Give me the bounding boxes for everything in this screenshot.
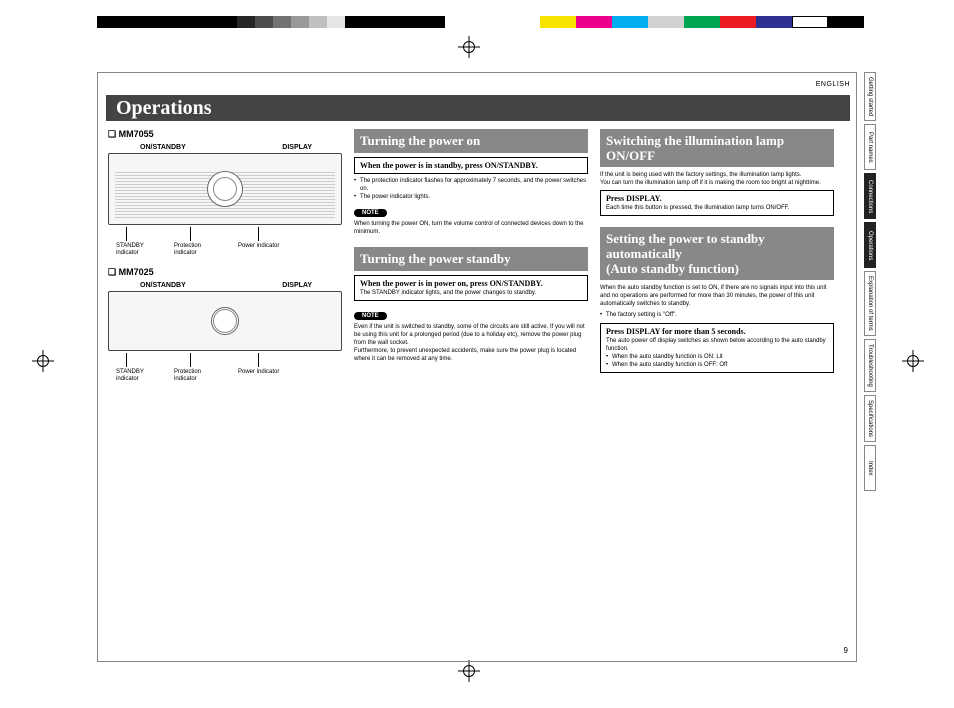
side-tabs: Getting started Part names Connections O… bbox=[864, 72, 900, 494]
tab-specifications[interactable]: Specifications bbox=[864, 395, 876, 442]
section-heading: Turning the power standby bbox=[354, 247, 588, 271]
page-title: Operations bbox=[106, 95, 850, 121]
indicator-label: Power indicator bbox=[238, 243, 279, 250]
section-heading: Turning the power on bbox=[354, 129, 588, 153]
instruction-box: When the power is in power on, press ON/… bbox=[354, 275, 588, 301]
model-heading: ❏ MM7055 bbox=[108, 129, 342, 140]
indicator-label: Power indicator bbox=[238, 369, 279, 376]
instruction-box: Press DISPLAY for more than 5 seconds. T… bbox=[600, 323, 834, 373]
device-diagram bbox=[108, 153, 342, 225]
language-label: ENGLISH bbox=[816, 81, 850, 88]
body-text: When the auto standby function is set to… bbox=[600, 284, 834, 308]
on-standby-label: ON/STANDBY bbox=[140, 282, 186, 289]
bullet-text: The power indicator lights. bbox=[354, 193, 588, 201]
bullet-text: The protection indicator flashes for app… bbox=[354, 177, 588, 193]
tab-index[interactable]: Index bbox=[864, 445, 876, 491]
instruction-text: When the power is in power on, press ON/… bbox=[360, 279, 582, 288]
on-standby-label: ON/STANDBY bbox=[140, 144, 186, 151]
button-labels: ON/STANDBY DISPLAY bbox=[108, 282, 342, 289]
indicator-callouts: STANDBY indicator Protection indicator P… bbox=[108, 353, 342, 381]
sub-text: The auto power off display switches as s… bbox=[606, 337, 828, 353]
device-diagram bbox=[108, 291, 342, 351]
indicator-label: Protection indicator bbox=[174, 243, 201, 257]
instruction-text: When the power is in standby, press ON/S… bbox=[360, 161, 582, 170]
tab-operations[interactable]: Operations bbox=[864, 222, 876, 268]
sub-text: Each time this button is pressed, the il… bbox=[606, 204, 828, 212]
display-label: DISPLAY bbox=[282, 144, 312, 151]
note-pill: NOTE bbox=[354, 312, 387, 320]
tab-connections[interactable]: Connections bbox=[864, 173, 876, 219]
bullet-text: When the auto standby function is ON: Li… bbox=[606, 353, 828, 361]
model-heading: ❏ MM7025 bbox=[108, 267, 342, 278]
bullet-text: When the auto standby function is OFF: O… bbox=[606, 361, 828, 369]
instructions-column-2: Switching the illumination lamp ON/OFF I… bbox=[600, 129, 834, 376]
body-text: If the unit is being used with the facto… bbox=[600, 171, 834, 187]
section-heading: Switching the illumination lamp ON/OFF bbox=[600, 129, 834, 167]
tab-getting-started[interactable]: Getting started bbox=[864, 72, 876, 121]
indicator-label: STANDBY indicator bbox=[116, 243, 144, 257]
tab-part-names[interactable]: Part names bbox=[864, 124, 876, 170]
indicator-callouts: STANDBY indicator Protection indicator P… bbox=[108, 227, 342, 255]
instructions-column-1: Turning the power on When the power is i… bbox=[354, 129, 588, 366]
tab-troubleshooting[interactable]: Troubleshooting bbox=[864, 339, 876, 392]
note-text: Even if the unit is switched to standby,… bbox=[354, 323, 588, 363]
instruction-box: Press DISPLAY. Each time this button is … bbox=[600, 190, 834, 216]
bullet-text: The factory setting is "Off". bbox=[600, 311, 834, 319]
diagrams-column: ❏ MM7055 ON/STANDBY DISPLAY STANDBY indi… bbox=[108, 129, 342, 381]
page-frame: ENGLISH Operations ❏ MM7055 ON/STANDBY D… bbox=[97, 72, 857, 662]
display-label: DISPLAY bbox=[282, 282, 312, 289]
reg-mark-icon bbox=[458, 36, 480, 58]
note-pill: NOTE bbox=[354, 209, 387, 217]
reg-mark-icon bbox=[32, 350, 54, 372]
reg-mark-icon bbox=[902, 350, 924, 372]
section-heading: Setting the power to standby automatical… bbox=[600, 227, 834, 280]
note-text: When turning the power ON, turn the volu… bbox=[354, 220, 588, 236]
tab-explanation[interactable]: Explanation of terms bbox=[864, 271, 876, 336]
indicator-label: STANDBY indicator bbox=[116, 369, 144, 383]
reg-mark-icon bbox=[458, 660, 480, 682]
instruction-text: Press DISPLAY for more than 5 seconds. bbox=[606, 327, 828, 336]
sub-text: The STANDBY indicator lights, and the po… bbox=[360, 289, 582, 297]
indicator-label: Protection indicator bbox=[174, 369, 201, 383]
instruction-box: When the power is in standby, press ON/S… bbox=[354, 157, 588, 174]
grayscale-bar bbox=[97, 16, 445, 28]
color-bar bbox=[540, 16, 864, 28]
instruction-text: Press DISPLAY. bbox=[606, 194, 828, 203]
button-labels: ON/STANDBY DISPLAY bbox=[108, 144, 342, 151]
page-number: 9 bbox=[844, 646, 848, 655]
